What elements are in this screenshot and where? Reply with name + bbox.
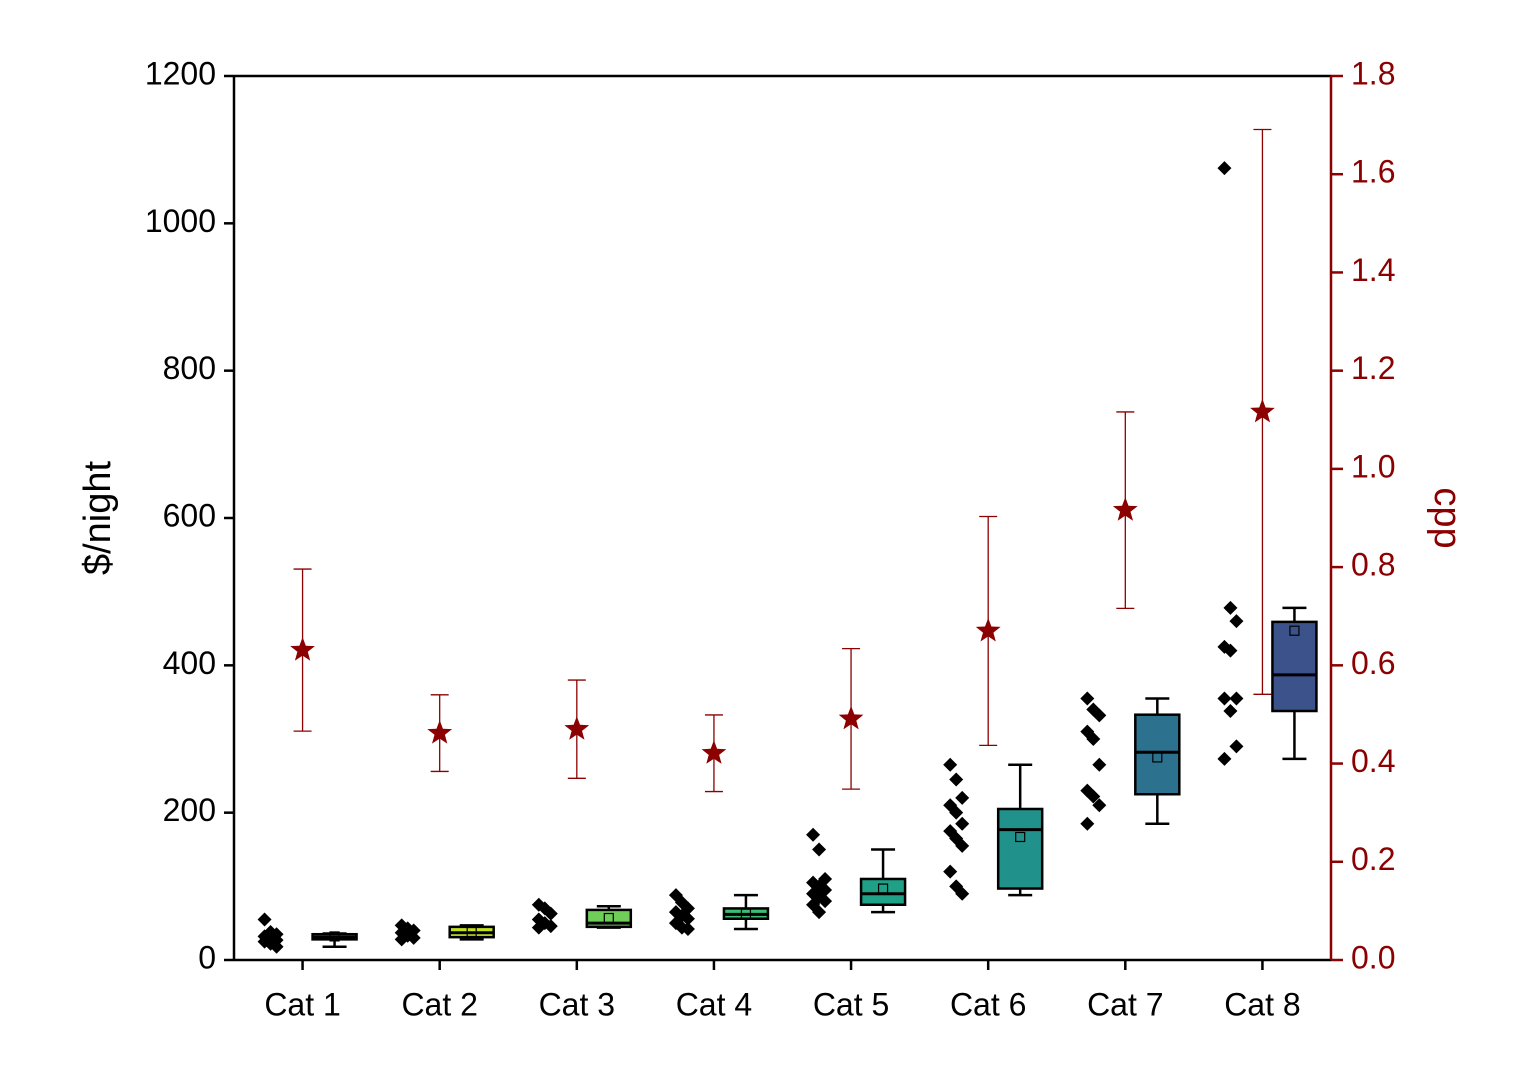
data-point [818, 894, 833, 909]
y2-axis-label: cpp [1426, 487, 1468, 548]
data-point [955, 838, 970, 853]
data-point [531, 920, 546, 935]
y2-tick-label: 1.6 [1351, 154, 1395, 190]
data-point [543, 906, 558, 921]
data-point [1086, 732, 1101, 746]
data-point [812, 842, 827, 857]
mean-marker [1015, 831, 1026, 843]
y-tick-label: 600 [163, 497, 216, 533]
data-point [806, 827, 821, 842]
y2-tick-label: 0.8 [1351, 547, 1395, 583]
data-point [1092, 798, 1107, 813]
data-point [1217, 691, 1232, 706]
data-point [955, 790, 970, 805]
box [996, 807, 1044, 890]
data-point [1229, 614, 1244, 629]
data-point [680, 922, 695, 937]
data-point [269, 939, 284, 954]
star-marker [838, 705, 864, 730]
box [1271, 620, 1318, 713]
star-marker [701, 740, 727, 764]
star-marker [290, 637, 315, 661]
y-axis-label: $/night [77, 461, 119, 576]
data-point [1086, 789, 1101, 804]
y-tick-label: 1000 [145, 203, 216, 239]
data-point [1092, 708, 1107, 723]
star-marker [564, 716, 590, 740]
data-point [955, 886, 970, 901]
data-point [949, 772, 964, 787]
y2-tick-label: 0.2 [1351, 841, 1395, 877]
data-point [1223, 643, 1238, 658]
star-marker [1250, 398, 1275, 423]
data-point [1229, 739, 1244, 754]
data-point [943, 864, 958, 879]
y-tick-label: 0 [198, 939, 216, 975]
y2-tick-label: 1.8 [1351, 55, 1395, 91]
mean-marker [329, 931, 340, 942]
y2-tick-label: 1.0 [1351, 448, 1395, 484]
x-tick-label: Cat 6 [950, 986, 1026, 1022]
star-marker [1112, 497, 1138, 521]
x-tick-label: Cat 5 [813, 986, 889, 1022]
data-point [680, 911, 695, 926]
y-tick-label: 1200 [145, 55, 216, 91]
box [1134, 713, 1181, 796]
data-point [394, 932, 409, 947]
y-tick-label: 400 [163, 645, 216, 681]
y2-tick-label: 0.0 [1351, 939, 1395, 975]
box [859, 877, 907, 907]
x-tick-label: Cat 1 [264, 986, 340, 1022]
data-point [1092, 757, 1107, 772]
data-point [257, 912, 272, 927]
star-marker [427, 720, 453, 744]
y2-tick-label: 1.4 [1351, 252, 1395, 288]
x-tick-label: Cat 7 [1087, 986, 1163, 1022]
data-point [812, 905, 827, 920]
x-tick-label: Cat 8 [1224, 986, 1300, 1022]
data-point [1080, 816, 1095, 831]
y2-tick-label: 0.6 [1351, 645, 1395, 681]
data-point [1217, 161, 1232, 176]
mean-marker [877, 883, 889, 894]
data-point [406, 930, 421, 945]
data-point [943, 757, 958, 772]
data-point [1080, 691, 1095, 706]
x-tick-label: Cat 3 [539, 986, 615, 1022]
y2-tick-label: 1.2 [1351, 350, 1395, 386]
y-tick-label: 200 [163, 792, 216, 828]
data-point [949, 805, 964, 820]
data-point [1217, 751, 1232, 766]
data-point [1223, 704, 1238, 719]
y-tick-label: 800 [163, 350, 216, 386]
data-point [1229, 691, 1244, 706]
mean-marker [603, 912, 614, 924]
data-point [1223, 600, 1238, 615]
mean-marker [740, 908, 752, 919]
x-tick-label: Cat 2 [401, 986, 477, 1022]
mean-marker [1289, 625, 1300, 636]
y2-tick-label: 0.4 [1351, 743, 1395, 779]
data-point [955, 816, 970, 831]
star-marker [975, 618, 1001, 642]
x-tick-label: Cat 4 [676, 986, 752, 1022]
data-point [543, 919, 558, 934]
mean-marker [1152, 752, 1163, 763]
mean-marker [466, 926, 477, 938]
